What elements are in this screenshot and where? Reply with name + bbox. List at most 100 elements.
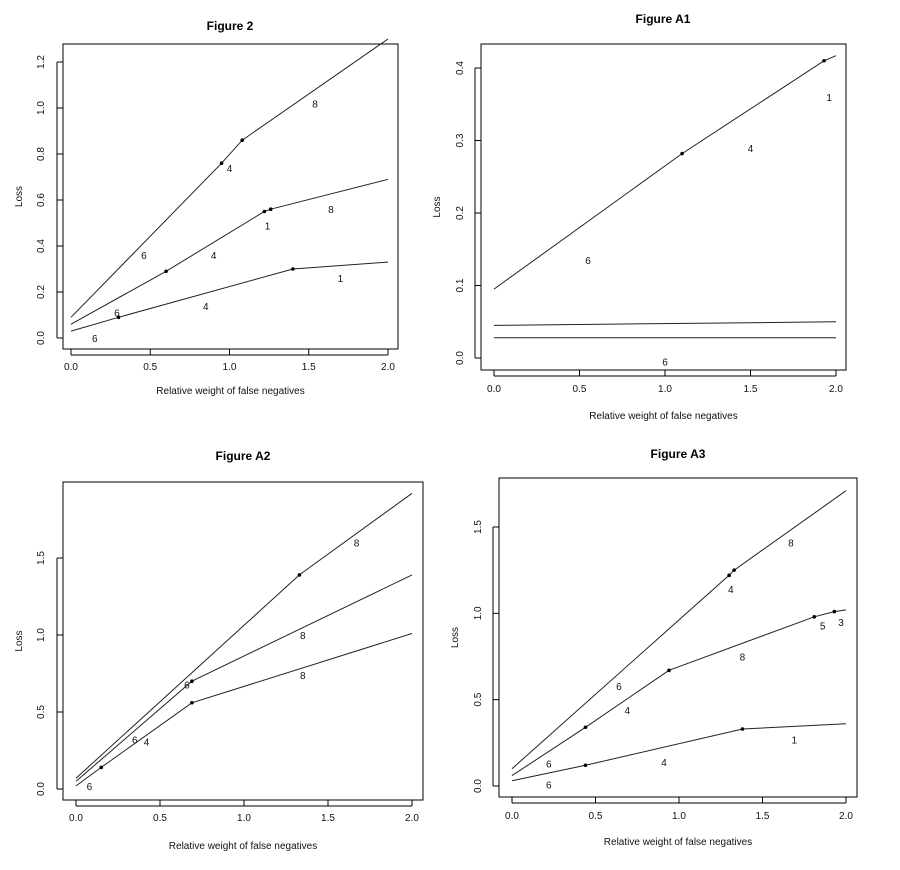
data-point — [262, 209, 267, 214]
curve-annotation: 6 — [585, 256, 591, 267]
series-line-1 — [511, 490, 847, 770]
x-axis-label: Relative weight of false negatives — [604, 837, 752, 848]
plot-frame — [498, 477, 858, 798]
curve-annotation: 4 — [661, 758, 667, 769]
plot-frame — [480, 43, 847, 371]
curve-annotation: 6 — [92, 334, 98, 345]
y-tick-label: 1.5 — [473, 520, 484, 534]
chart-3: Figure A2 0.0 0.5 1.0 1.5 2.0 0.0 0.5 1.0 1.5 Rela… — [14, 449, 424, 852]
chart-title: Figure A3 — [651, 447, 706, 461]
chart-4: Figure A3 0.0 0.5 1.0 1.5 2.0 0.0 0.5 1.0 1.5 Rela… — [450, 447, 858, 848]
series-line-1 — [75, 492, 413, 779]
x-tick-label: 1.5 — [302, 362, 316, 373]
curve-annotation: 4 — [728, 585, 734, 596]
data-point — [164, 269, 168, 274]
y-tick-label: 0.4 — [36, 239, 47, 253]
y-tick-label: 0.6 — [36, 193, 47, 207]
x-tick-label: 0.5 — [573, 384, 587, 395]
curve-annotation: 4 — [748, 144, 754, 155]
plot-frame — [62, 481, 424, 801]
curve-annotation: 4 — [211, 251, 217, 262]
curve-annotation: 8 — [788, 539, 794, 550]
x-tick-label: 1.0 — [223, 362, 237, 373]
data-point — [812, 614, 817, 619]
series-line-3 — [75, 633, 413, 787]
y-tick-label: 0.0 — [36, 782, 47, 796]
y-tick-label: 1.5 — [36, 551, 47, 565]
chart-1: Figure 2 0.0 0.5 1.0 1.5 2.0 0.0 0.2 0.4 0.6 0.8 1.… — [14, 19, 399, 397]
chart-title: Figure 2 — [207, 19, 254, 33]
series-line-2 — [511, 609, 847, 777]
y-tick-label: 0.0 — [455, 351, 466, 365]
series-line-2 — [493, 321, 837, 326]
curve-annotation: 1 — [791, 735, 797, 746]
curve-annotation: 3 — [838, 618, 844, 629]
data-point — [822, 58, 826, 63]
x-tick-label: 2.0 — [405, 813, 419, 824]
x-tick-label: 0.0 — [69, 813, 83, 824]
chart-2: Figure A1 0.0 0.5 1.0 1.5 2.0 0.0 0.1 0.2 0.3 0.4 R… — [432, 12, 847, 422]
x-tick-label: 0.5 — [143, 362, 157, 373]
curve-annotation: 4 — [624, 706, 630, 717]
data-point — [297, 573, 302, 577]
x-tick-label: 1.0 — [672, 811, 686, 822]
curve-annotation: 6 — [546, 760, 552, 771]
y-tick-label: 0.5 — [473, 692, 484, 706]
x-tick-label: 2.0 — [381, 362, 395, 373]
x-tick-label: 0.0 — [64, 362, 78, 373]
x-tick-label: 1.5 — [744, 384, 758, 395]
series-line-3 — [511, 723, 847, 782]
y-tick-label: 1.0 — [36, 101, 47, 115]
curve-annotation: 6 — [616, 682, 622, 693]
data-point — [727, 573, 731, 578]
curve-annotation: 8 — [740, 653, 746, 664]
data-point — [268, 207, 273, 211]
x-tick-label: 0.5 — [153, 813, 167, 824]
x-tick-label: 2.0 — [829, 384, 843, 395]
data-point — [219, 161, 224, 165]
curve-annotation: 4 — [144, 737, 150, 748]
data-point — [583, 725, 588, 730]
y-tick-label: 0.2 — [455, 206, 466, 220]
y-axis-label: Loss — [14, 186, 25, 207]
curve-annotation: 5 — [820, 621, 826, 632]
chart-title: Figure A1 — [636, 12, 691, 26]
data-point — [667, 668, 671, 673]
x-axis-label: Relative weight of false negatives — [169, 841, 317, 852]
y-tick-label: 0.5 — [36, 705, 47, 719]
y-tick-label: 0.1 — [455, 278, 466, 292]
x-tick-label: 1.0 — [237, 813, 251, 824]
y-tick-label: 1.2 — [36, 55, 47, 69]
data-point — [732, 568, 736, 572]
data-point — [680, 151, 684, 156]
series-line-2 — [70, 178, 389, 325]
curve-annotation: 8 — [354, 539, 360, 550]
y-tick-label: 1.0 — [473, 606, 484, 620]
x-tick-label: 0.0 — [505, 811, 519, 822]
curve-annotation: 6 — [546, 780, 552, 791]
curve-annotation: 6 — [114, 309, 120, 320]
curve-annotation: 8 — [300, 671, 306, 682]
curve-annotation: 4 — [227, 164, 233, 175]
curve-annotation: 1 — [265, 221, 271, 232]
y-axis-label: Loss — [14, 630, 25, 651]
x-tick-label: 1.5 — [321, 813, 335, 824]
x-axis-label: Relative weight of false negatives — [589, 411, 737, 422]
data-point — [832, 609, 837, 614]
x-axis-label: Relative weight of false negatives — [156, 386, 304, 397]
curve-annotation: 8 — [328, 205, 334, 216]
series-line-1 — [70, 38, 389, 318]
y-axis-label: Loss — [450, 627, 461, 648]
series-line-3 — [70, 261, 389, 332]
curve-annotation: 6 — [132, 736, 138, 747]
curve-annotation: 8 — [300, 631, 306, 642]
curve-annotation: 1 — [826, 93, 832, 104]
x-tick-label: 1.5 — [756, 811, 770, 822]
y-tick-label: 1.0 — [36, 628, 47, 642]
chart-title: Figure A2 — [216, 449, 271, 463]
x-tick-label: 0.0 — [487, 384, 501, 395]
x-tick-label: 1.0 — [658, 384, 672, 395]
series-line-2 — [75, 574, 413, 782]
curve-annotation: 6 — [87, 782, 93, 793]
data-point — [291, 267, 295, 271]
